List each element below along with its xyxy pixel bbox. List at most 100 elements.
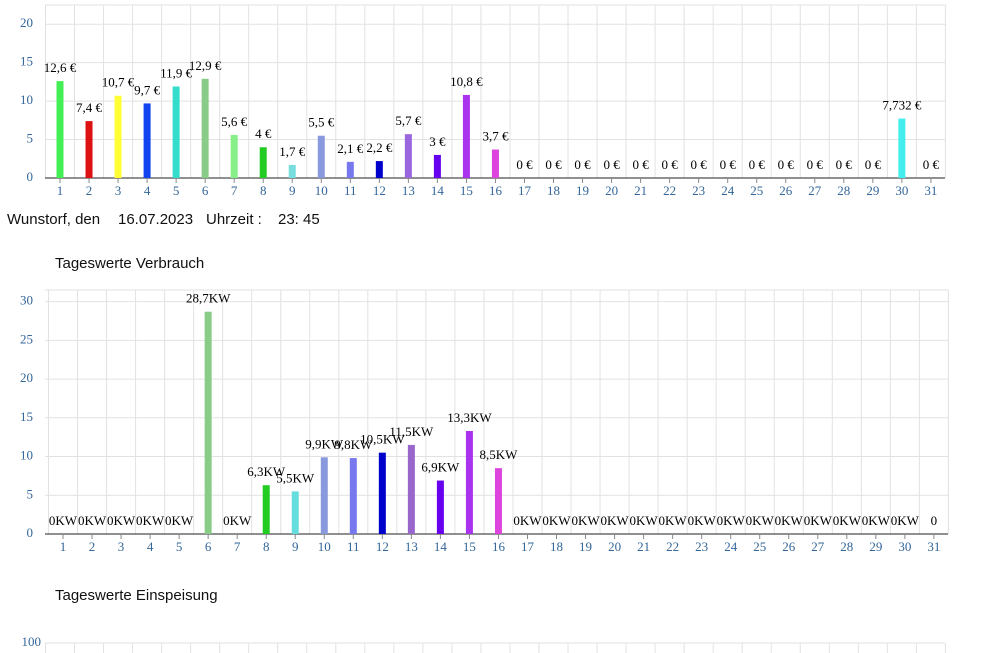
bar [259, 147, 267, 178]
x-tick-label: 14 [431, 183, 445, 198]
value-label: 0KW [659, 513, 688, 528]
y-tick-label: 20 [20, 370, 33, 385]
value-label: 0KW [107, 513, 136, 528]
value-label: 0KW [165, 513, 194, 528]
value-label: 0KW [804, 513, 833, 528]
x-tick-label: 28 [837, 183, 850, 198]
x-tick-label: 26 [782, 539, 796, 554]
bar [436, 480, 444, 534]
x-tick-label: 17 [518, 183, 532, 198]
value-label: 0KW [862, 513, 891, 528]
bar [114, 95, 122, 178]
value-label: 0 € [865, 157, 882, 172]
x-tick-label: 14 [434, 539, 448, 554]
x-tick-label: 19 [576, 183, 589, 198]
y-tick-label: 10 [20, 448, 33, 463]
bar [204, 311, 212, 534]
value-label: 0KW [600, 513, 629, 528]
value-label: 9,8KW [334, 437, 373, 452]
value-label: 5,7 € [395, 113, 422, 128]
value-label: 0KW [136, 513, 165, 528]
x-tick-label: 5 [176, 539, 183, 554]
value-label: 10,8 € [450, 74, 483, 89]
x-tick-label: 3 [118, 539, 125, 554]
value-label: 0KW [833, 513, 862, 528]
x-tick-label: 15 [460, 183, 473, 198]
x-tick-label: 17 [521, 539, 535, 554]
y-tick-label: 10 [20, 92, 33, 107]
value-label: 0 [931, 513, 938, 528]
bar [288, 164, 296, 178]
value-label: 0 € [778, 157, 795, 172]
value-label: 10,7 € [102, 75, 135, 90]
bar [172, 86, 180, 178]
x-tick-label: 27 [811, 539, 825, 554]
bar [143, 103, 151, 178]
x-tick-label: 11 [347, 539, 360, 554]
bar [85, 121, 93, 178]
value-label: 0KW [513, 513, 542, 528]
bar [491, 149, 499, 178]
value-label: 2,2 € [366, 140, 393, 155]
x-tick-label: 1 [60, 539, 67, 554]
value-label: 6,9KW [421, 460, 460, 475]
y-tick-label: 15 [20, 54, 33, 69]
x-tick-label: 24 [721, 183, 735, 198]
time-text: 23: 45 [278, 211, 320, 228]
value-label: 5,5 € [308, 115, 335, 130]
bar [317, 135, 325, 178]
bar [462, 94, 470, 178]
value-label: 0 € [632, 157, 649, 172]
bar [407, 444, 415, 534]
x-tick-label: 29 [869, 539, 882, 554]
value-label: 0KW [775, 513, 804, 528]
y-tick-label: 5 [27, 131, 34, 146]
x-tick-label: 23 [692, 183, 705, 198]
value-label: 0KW [571, 513, 600, 528]
value-label: 0 € [720, 157, 737, 172]
y-tick-label: 5 [27, 486, 34, 501]
value-label: 0KW [542, 513, 571, 528]
bar [375, 161, 383, 178]
value-label: 9,7 € [134, 82, 161, 97]
x-tick-label: 20 [605, 183, 618, 198]
value-label: 11,5KW [389, 424, 434, 439]
value-label: 0 € [807, 157, 824, 172]
x-tick-label: 7 [234, 539, 241, 554]
x-tick-label: 18 [547, 183, 560, 198]
value-label: 13,3KW [447, 410, 492, 425]
x-tick-label: 2 [89, 539, 96, 554]
x-tick-label: 30 [898, 539, 911, 554]
x-tick-label: 3 [115, 183, 122, 198]
value-label: 0KW [717, 513, 746, 528]
x-tick-label: 11 [344, 183, 357, 198]
chart-title: Tageswerte Einspeisung [55, 587, 218, 604]
value-label: 12,9 € [189, 58, 222, 73]
y-tick-label: 0 [27, 525, 34, 540]
value-label: 2,1 € [337, 141, 364, 156]
value-label: 8,5KW [479, 447, 518, 462]
value-label: 4 € [255, 126, 272, 141]
x-tick-label: 13 [405, 539, 418, 554]
x-tick-label: 5 [173, 183, 180, 198]
bar [320, 457, 328, 534]
value-label: 6,3KW [247, 464, 286, 479]
x-tick-label: 22 [666, 539, 679, 554]
y-tick-label: 30 [20, 293, 33, 308]
x-tick-label: 4 [144, 183, 151, 198]
x-tick-label: 25 [753, 539, 766, 554]
value-label: 0 € [836, 157, 853, 172]
x-tick-label: 8 [263, 539, 270, 554]
value-label: 5,5KW [276, 470, 315, 485]
bar [56, 81, 64, 178]
x-tick-label: 1 [57, 183, 64, 198]
value-label: 0 € [691, 157, 708, 172]
date-text: 16.07.2023 [118, 211, 193, 228]
value-label: 0 € [545, 157, 562, 172]
place-text: Wunstorf, den [7, 211, 100, 228]
x-tick-label: 21 [637, 539, 650, 554]
bar [378, 452, 386, 534]
y-tick-label: 20 [20, 15, 33, 30]
